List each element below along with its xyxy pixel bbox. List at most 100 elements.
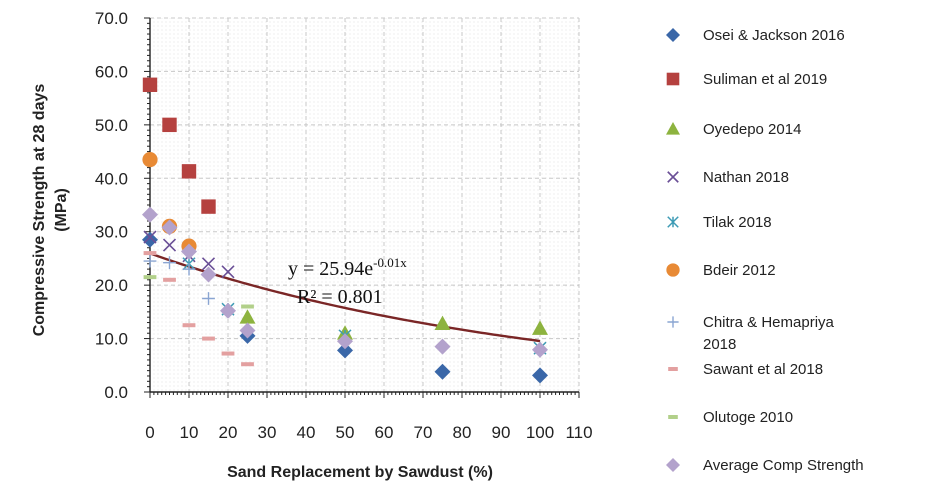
legend-item-6: Chitra & Hemapriya 2018 <box>667 314 835 353</box>
trendline-equation-text: y = 25.94e-0.01x <box>288 255 407 280</box>
legend-marker <box>666 72 680 86</box>
legend-marker <box>666 28 680 42</box>
x-axis-title: Sand Replacement by Sawdust (%) <box>227 464 493 481</box>
data-point <box>142 151 158 168</box>
legend-label: Average Comp Strength <box>703 457 864 474</box>
data-point <box>434 315 451 331</box>
x-tick-label: 70 <box>414 423 433 442</box>
x-tick-label: 60 <box>375 423 394 442</box>
legend-label: Nathan 2018 <box>703 169 789 186</box>
series-9 <box>142 206 548 358</box>
legend-label: Oyedepo 2014 <box>703 121 801 138</box>
x-tick-label: 10 <box>180 423 199 442</box>
data-point <box>337 342 353 359</box>
legend-item-8: Olutoge 2010 <box>668 409 793 426</box>
data-point <box>200 266 217 283</box>
x-tick-label: 50 <box>336 423 355 442</box>
x-tick-label: 80 <box>453 423 472 442</box>
data-point <box>143 254 157 268</box>
legend-marker <box>666 122 680 135</box>
x-tick-label: 100 <box>526 423 554 442</box>
y-tick-label: 20.0 <box>95 276 128 295</box>
legend-label-line: Chitra & Hemapriya <box>703 314 835 331</box>
legend-marker <box>667 316 679 328</box>
trendline-r-squared: R² = 0.801 <box>297 286 383 308</box>
legend-marker <box>667 171 679 183</box>
data-point <box>220 302 236 319</box>
legend-marker <box>668 367 678 371</box>
data-point <box>163 256 176 270</box>
legend-label: Tilak 2018 <box>703 214 772 231</box>
y-tick-label: 10.0 <box>95 330 128 349</box>
data-point <box>532 367 548 384</box>
series-1 <box>142 77 216 214</box>
data-point <box>143 230 157 244</box>
x-tick-label: 0 <box>145 423 154 442</box>
data-point <box>241 304 254 309</box>
data-point <box>239 309 256 324</box>
x-tick-label: 90 <box>492 423 511 442</box>
legend-marker <box>668 415 678 419</box>
y-tick-label: 0.0 <box>104 383 128 402</box>
y-tick-label: 60.0 <box>95 62 128 81</box>
data-point <box>201 257 216 271</box>
data-point <box>163 277 176 282</box>
legend-label: Suliman et al 2019 <box>703 71 827 88</box>
data-point <box>181 243 197 260</box>
legend-label: Olutoge 2010 <box>703 409 793 426</box>
y-axis-title-line1: Compressive Strength at 28 days <box>31 84 48 337</box>
series-2 <box>239 309 548 340</box>
y-tick-label: 30.0 <box>95 223 128 242</box>
data-point <box>161 219 178 236</box>
legend-item-1: Suliman et al 2019 <box>666 71 827 88</box>
series-8 <box>143 275 254 309</box>
y-axis-title-line2: (MPa) <box>53 188 70 232</box>
data-point <box>181 164 197 179</box>
x-axis-ticks: 0 10 20 30 40 50 60 70 80 90 100 110 <box>145 423 592 442</box>
legend-label: Bdeir 2012 <box>703 262 776 279</box>
data-point <box>221 265 235 279</box>
equation-exponent: -0.01x <box>373 255 407 270</box>
data-points <box>142 77 548 384</box>
y-axis-ticks: 0.0 10.0 20.0 30.0 40.0 50.0 60.0 70.0 <box>95 9 128 402</box>
legend-item-2: Oyedepo 2014 <box>666 121 801 138</box>
data-point <box>221 351 235 356</box>
data-point <box>532 341 548 358</box>
legend-marker <box>666 458 680 472</box>
trendline-equation: y = 25.94e-0.01x R² = 0.801 <box>288 255 407 308</box>
y-tick-label: 70.0 <box>95 9 128 28</box>
legend: Osei & Jackson 2016 Suliman et al 2019 Oye… <box>666 27 864 474</box>
series-7 <box>143 251 254 367</box>
data-point <box>532 320 548 335</box>
data-point <box>202 336 215 341</box>
data-point <box>142 206 158 223</box>
x-tick-label: 30 <box>258 423 277 442</box>
legend-marker <box>666 263 680 277</box>
data-point <box>202 292 215 305</box>
plot-area <box>150 18 579 392</box>
legend-item-7: Sawant et al 2018 <box>668 361 823 378</box>
x-tick-label: 20 <box>219 423 238 442</box>
data-point <box>143 275 157 280</box>
data-point <box>239 322 256 339</box>
data-point <box>142 231 158 248</box>
data-point <box>142 77 158 92</box>
legend-item-5: Bdeir 2012 <box>666 262 776 279</box>
data-point <box>182 262 196 276</box>
data-point <box>434 363 451 380</box>
legend-label: Sawant et al 2018 <box>703 361 823 378</box>
data-point <box>162 238 177 252</box>
legend-item-4: Tilak 2018 <box>667 214 772 231</box>
data-point <box>434 338 451 355</box>
legend-item-9: Average Comp Strength <box>666 457 864 474</box>
axes <box>144 17 580 398</box>
x-tick-label: 40 <box>297 423 316 442</box>
data-point <box>162 117 177 133</box>
legend-label: Osei & Jackson 2016 <box>703 27 845 44</box>
data-point <box>201 199 216 214</box>
legend-label-line: 2018 <box>703 336 736 353</box>
y-tick-label: 50.0 <box>95 116 128 135</box>
data-point <box>241 362 254 367</box>
y-tick-label: 40.0 <box>95 169 128 188</box>
